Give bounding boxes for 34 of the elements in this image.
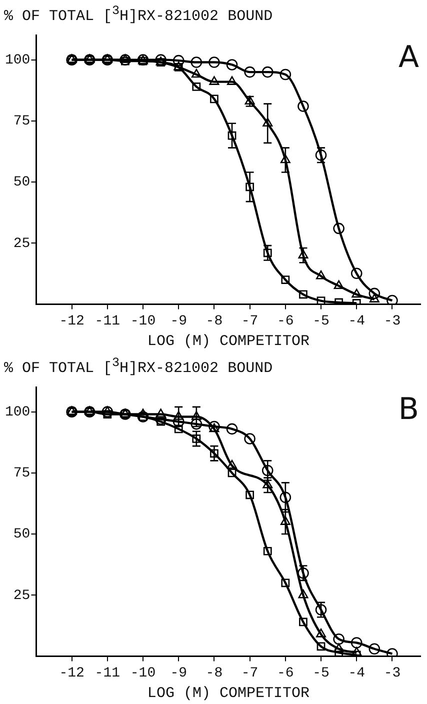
x-axis-title: LOG (M) COMPETITOR [147,684,310,702]
x-tick-label: -4 [348,313,366,330]
x-tick-label: -12 [59,665,84,682]
x-tick-label: -10 [130,313,156,330]
y-axis-title: % OF TOTAL [$^{3}$H]RX-821002 BOUND [4,356,273,377]
y-tick-label: 25 [13,588,30,604]
x-tick-label: -5 [312,665,330,682]
x-axis-title: LOG (M) COMPETITOR [147,332,310,350]
x-tick-label: -6 [277,665,294,682]
x-tick-label: -7 [241,313,258,330]
y-tick-label: 75 [13,466,30,482]
y-tick-label: 50 [13,526,30,543]
x-tick-label: -12 [59,313,84,330]
x-tick-label: -10 [130,665,156,682]
annotation: B [398,392,419,427]
x-tick-label: -11 [94,665,120,682]
x-tick-label: -9 [170,665,188,682]
x-tick-label: -11 [94,313,120,330]
y-tick-label: 75 [13,114,30,130]
x-tick-label: -8 [206,665,223,682]
y-axis-title: % OF TOTAL [$^{3}$H]RX-821002 BOUND [4,4,273,25]
x-tick-label: -6 [277,313,294,330]
x-tick-label: -3 [384,313,401,330]
x-tick-label: -7 [241,665,258,682]
x-tick-label: -3 [384,665,401,682]
annotation: A [398,40,420,75]
y-tick-label: 50 [13,174,30,191]
x-tick-label: -9 [170,313,188,330]
x-tick-label: -8 [206,313,223,330]
y-tick-label: 25 [13,236,30,252]
y-tick-label: 100 [4,52,30,69]
x-tick-label: -4 [348,665,366,682]
x-tick-label: -5 [312,313,330,330]
y-tick-label: 100 [4,404,30,421]
